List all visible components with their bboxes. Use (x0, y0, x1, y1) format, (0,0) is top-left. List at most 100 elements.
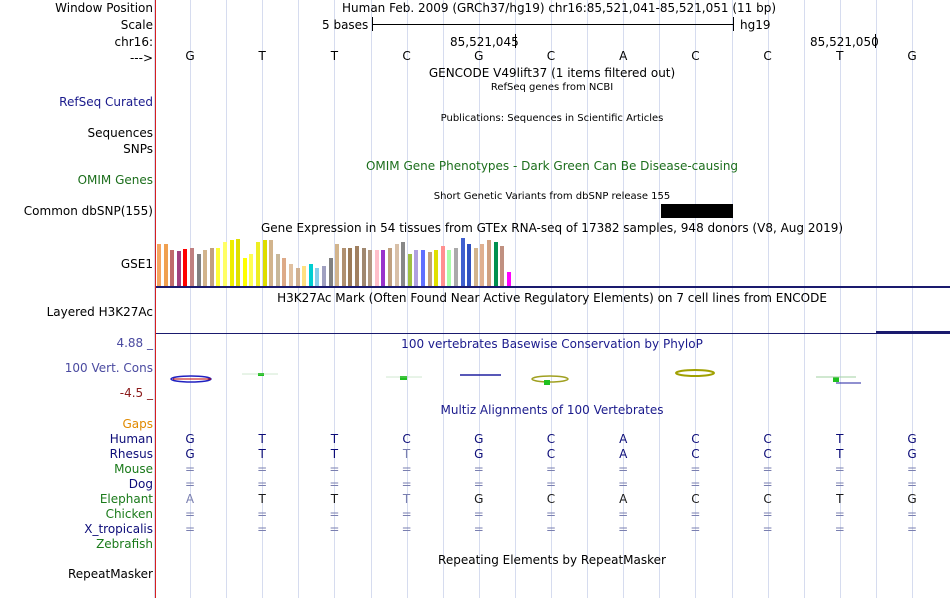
gtex-bar[interactable] (374, 250, 379, 286)
gtex-bar[interactable] (368, 250, 373, 286)
gtex-bar[interactable] (157, 244, 161, 286)
phylop-title[interactable]: 100 vertebrates Basewise Conservation by… (401, 337, 703, 351)
gtex-bar[interactable] (236, 239, 241, 286)
species-label[interactable]: Rhesus (109, 447, 153, 461)
refseq-title[interactable]: RefSeq genes from NCBI (490, 82, 614, 93)
gtex-bar[interactable] (223, 242, 227, 286)
aligned-base: = (690, 522, 701, 536)
gtex-bar[interactable] (262, 240, 267, 286)
gtex-bar[interactable] (487, 240, 491, 286)
gtex-bar[interactable] (328, 258, 333, 286)
gtex-bar[interactable] (381, 250, 386, 286)
aligned-base: C (691, 492, 700, 506)
gtex-bar[interactable] (500, 246, 505, 286)
gtex-bar[interactable] (315, 268, 320, 286)
aligned-base: = (906, 507, 918, 521)
sequences-label[interactable]: Sequences (87, 126, 153, 140)
gtex-bar[interactable] (183, 249, 188, 286)
gtex-baseline (156, 286, 950, 288)
gtex-bar[interactable] (190, 248, 194, 286)
aligned-base: T (258, 432, 266, 446)
gse1-label[interactable]: GSE1 (120, 257, 153, 271)
strand-arrow[interactable]: ---> (129, 51, 153, 65)
species-label[interactable]: Dog (128, 477, 153, 491)
gtex-bar[interactable] (289, 264, 293, 286)
gtex-bar[interactable] (209, 248, 214, 286)
repeatmasker-title[interactable]: Repeating Elements by RepeatMasker (438, 553, 666, 567)
gtex-bar[interactable] (421, 250, 425, 286)
aligned-base: G (185, 432, 195, 446)
gtex-bar[interactable] (401, 242, 406, 286)
h3k27ac-signal-baseline (156, 333, 950, 334)
h3k27ac-label[interactable]: Layered H3K27Ac (46, 305, 153, 319)
gtex-bar[interactable] (427, 252, 432, 286)
gtex-bar[interactable] (308, 264, 313, 286)
gtex-bar[interactable] (256, 242, 260, 286)
repeatmasker-label[interactable]: RepeatMasker (67, 567, 153, 581)
gtex-bar[interactable] (302, 266, 307, 286)
gtex-bar[interactable] (341, 248, 346, 286)
gtex-bar[interactable] (388, 248, 392, 286)
species-label[interactable]: Zebrafish (96, 537, 153, 551)
gtex-bar[interactable] (355, 246, 359, 286)
track-area[interactable]: Human Feb. 2009 (GRCh37/hg19) chr16:85,5… (156, 0, 950, 598)
species-label[interactable]: X_tropicalis (84, 522, 153, 536)
gtex-bar[interactable] (440, 246, 445, 286)
snps-label[interactable]: SNPs (123, 142, 153, 156)
gencode-title[interactable]: GENCODE V49lift37 (1 items filtered out) (428, 66, 676, 80)
gtex-bar[interactable] (163, 244, 168, 286)
chrom-label: chr16: (114, 35, 153, 49)
species-label[interactable]: Mouse (114, 462, 153, 476)
gtex-bar[interactable] (295, 268, 300, 286)
multiz-title[interactable]: Multiz Alignments of 100 Vertebrates (440, 403, 664, 417)
species-label[interactable]: Human (109, 432, 153, 446)
gtex-bar[interactable] (394, 244, 399, 286)
gtex-bar[interactable] (447, 250, 452, 286)
h3k27ac-title[interactable]: H3K27Ac Mark (Often Found Near Active Re… (277, 291, 827, 305)
gtex-bar[interactable] (335, 244, 340, 286)
gtex-bar[interactable] (216, 248, 221, 286)
gtex-bar[interactable] (242, 258, 247, 286)
gtex-bar[interactable] (249, 254, 254, 286)
gtex-bar[interactable] (473, 248, 478, 286)
phylop-signal[interactable] (156, 362, 950, 392)
publications-title[interactable]: Publications: Sequences in Scientific Ar… (440, 113, 664, 124)
aligned-base: = (184, 522, 196, 536)
cons-track-label[interactable]: 100 Vert. Cons (64, 361, 153, 375)
species-label[interactable]: Chicken (105, 507, 153, 521)
gtex-bar[interactable] (170, 250, 175, 286)
gtex-bar-chart[interactable] (156, 238, 556, 286)
gtex-bar[interactable] (480, 244, 485, 286)
gtex-bar[interactable] (176, 251, 181, 286)
aligned-base: C (691, 432, 700, 446)
gtex-bar[interactable] (454, 248, 458, 286)
gtex-bar[interactable] (229, 240, 234, 286)
aligned-base: C (763, 492, 772, 506)
gtex-bar[interactable] (361, 248, 366, 286)
gtex-bar[interactable] (493, 242, 498, 286)
gtex-bar[interactable] (203, 250, 208, 286)
omim-title[interactable]: OMIM Gene Phenotypes - Dark Green Can Be… (365, 159, 739, 173)
gtex-bar[interactable] (506, 272, 511, 286)
dbsnp-title[interactable]: Short Genetic Variants from dbSNP releas… (433, 191, 671, 202)
gtex-bar[interactable] (322, 266, 326, 286)
species-label[interactable]: Elephant (99, 492, 153, 506)
refseq-label[interactable]: RefSeq Curated (59, 95, 153, 109)
gtex-bar[interactable] (196, 254, 201, 286)
gtex-bar[interactable] (269, 240, 274, 286)
gtex-bar[interactable] (467, 244, 472, 286)
base-letter: T (836, 49, 844, 63)
gtex-bar[interactable] (282, 258, 287, 286)
dbsnp-label[interactable]: Common dbSNP(155) (23, 204, 153, 218)
dbsnp-variant-block[interactable] (661, 204, 733, 218)
gtex-bar[interactable] (414, 250, 419, 286)
gtex-bar[interactable] (348, 248, 353, 286)
gtex-bar[interactable] (407, 254, 412, 286)
gaps-label[interactable]: Gaps (122, 417, 153, 431)
omim-label[interactable]: OMIM Genes (77, 173, 153, 187)
gtex-bar[interactable] (460, 238, 465, 286)
gtex-title[interactable]: Gene Expression in 54 tissues from GTEx … (260, 221, 844, 235)
gtex-bar[interactable] (434, 250, 439, 286)
gtex-bar[interactable] (275, 254, 280, 286)
aligned-base: = (257, 462, 268, 476)
